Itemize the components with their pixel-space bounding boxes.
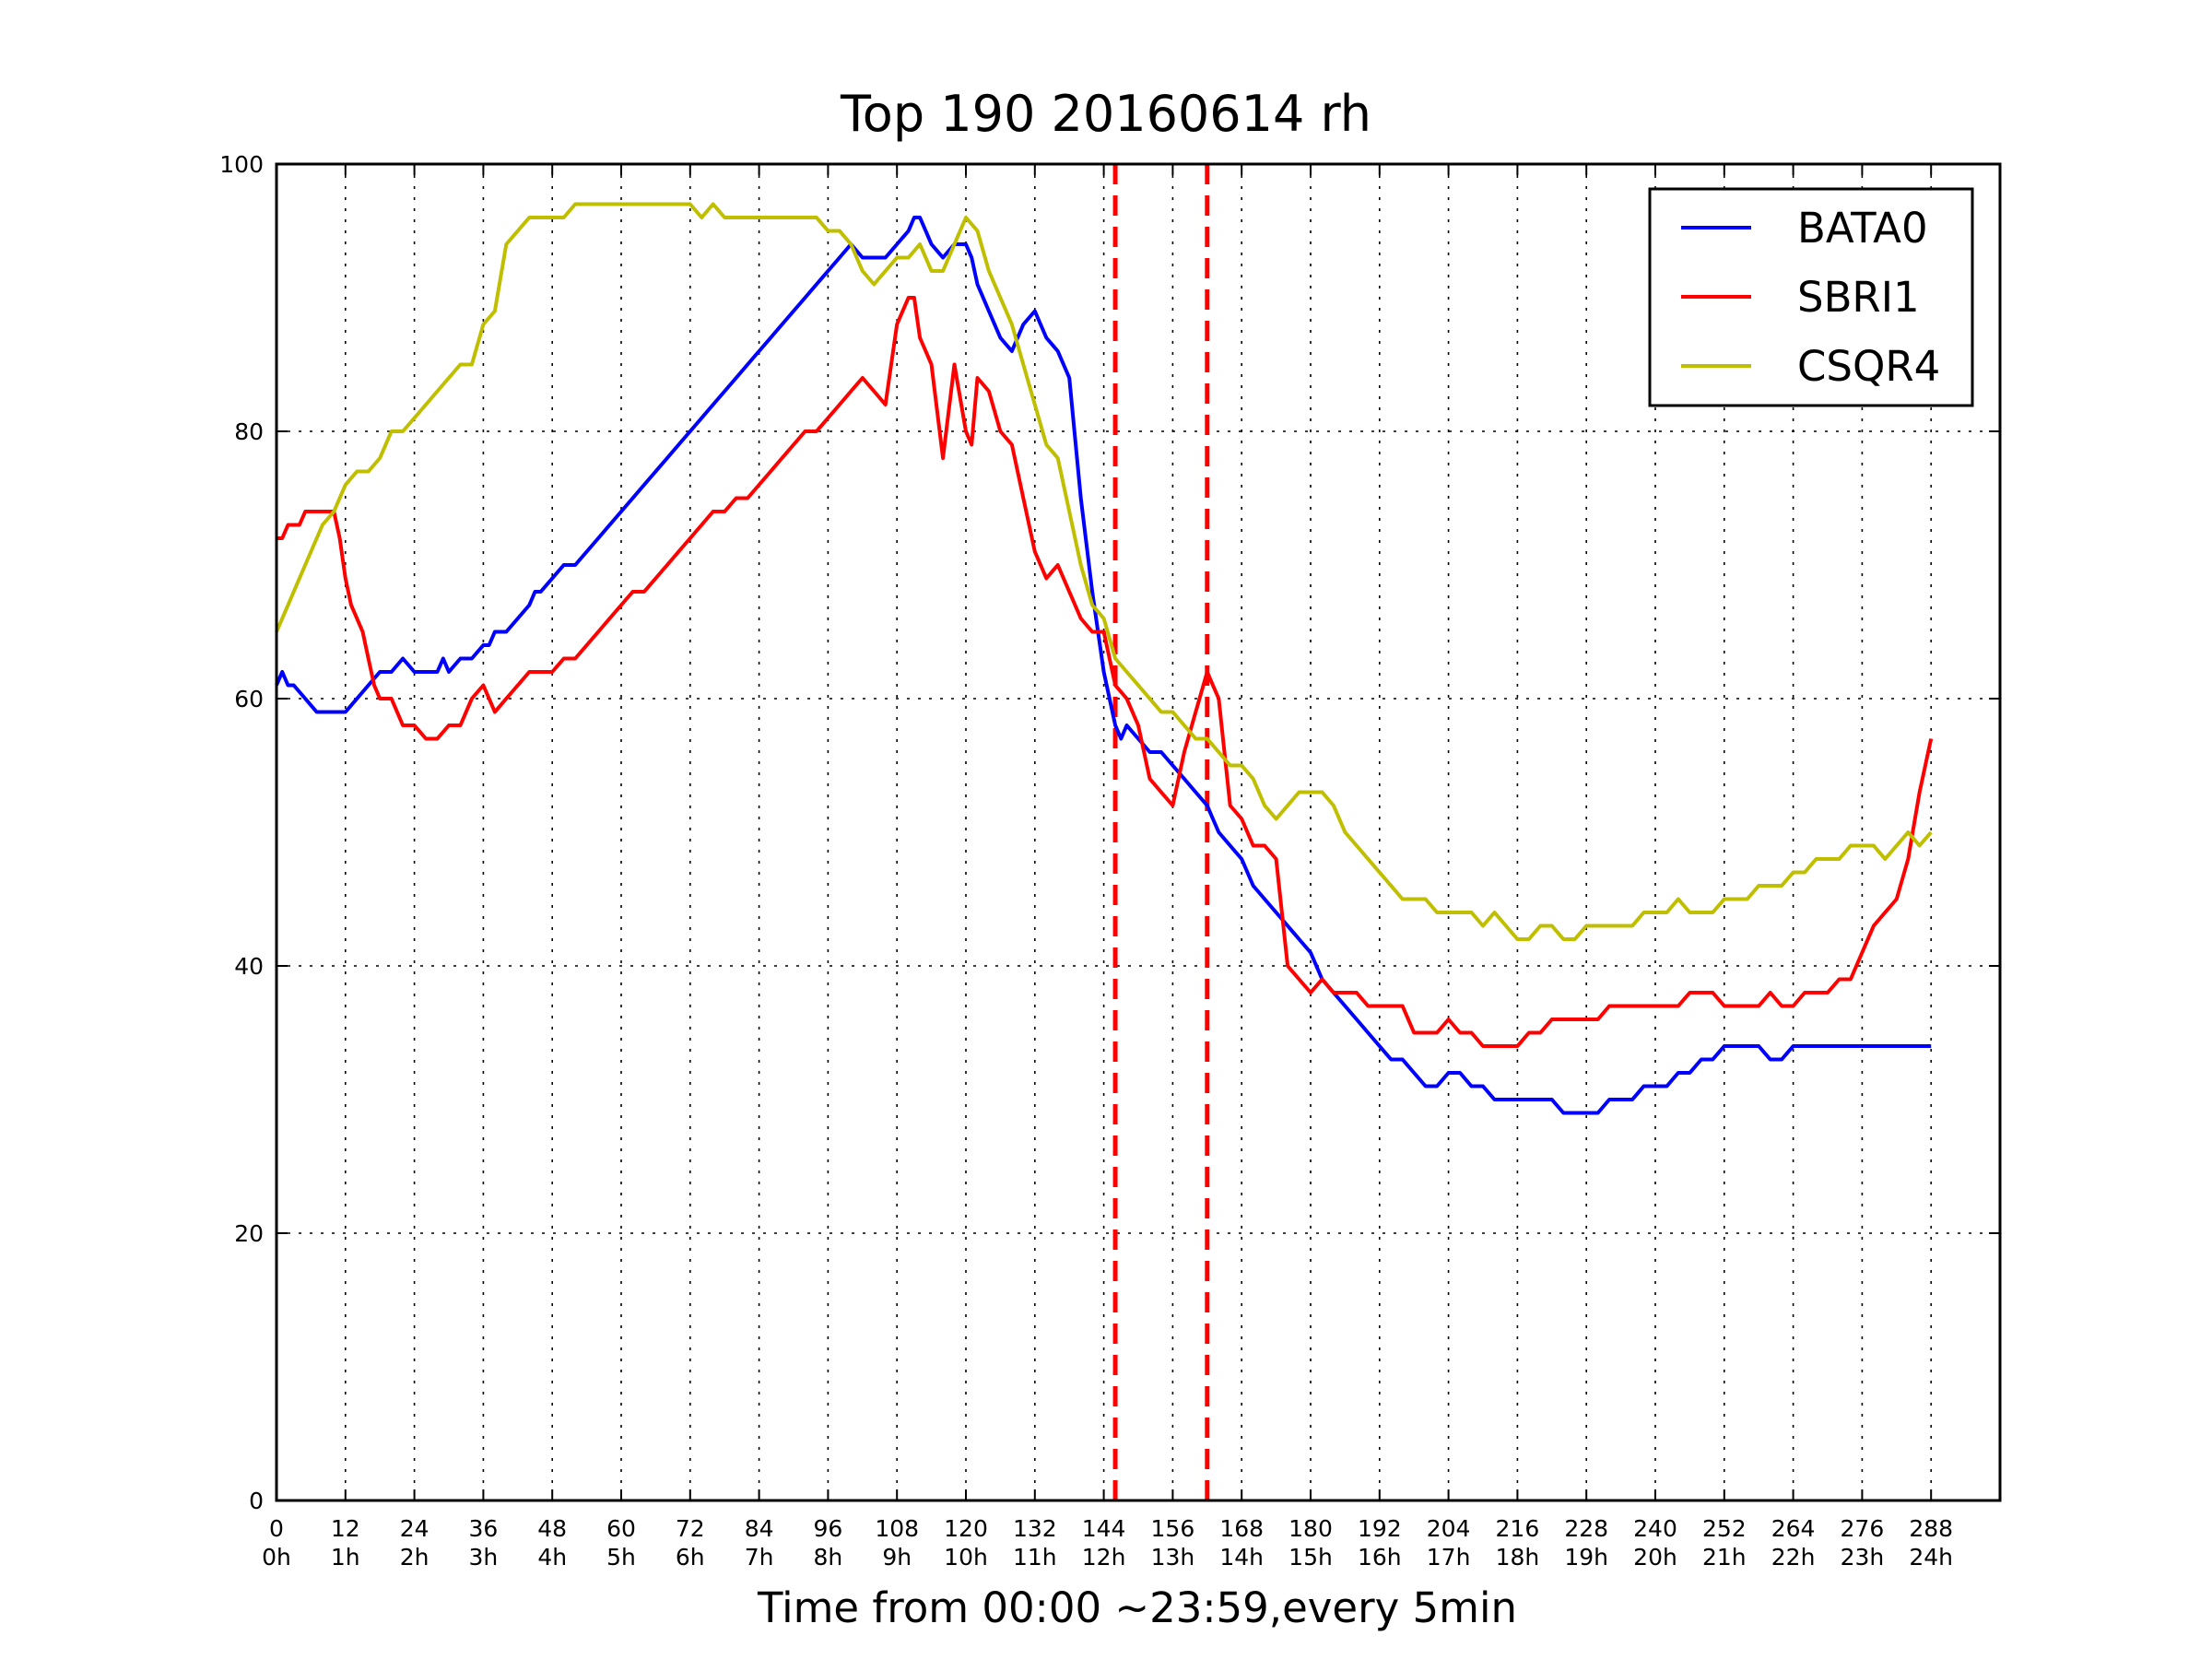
- x-tick-hour-label: 3h: [469, 1544, 499, 1571]
- plot-frame: [275, 162, 2002, 1502]
- x-tick-label: 252: [1702, 1515, 1747, 1542]
- x-tick-label: 108: [875, 1515, 919, 1542]
- x-tick-hour-label: 12h: [1082, 1544, 1126, 1571]
- x-tick-hour-label: 19h: [1564, 1544, 1608, 1571]
- x-tick-label: 12: [331, 1515, 360, 1542]
- x-tick-hour-label: 11h: [1013, 1544, 1057, 1571]
- x-tick-label: 0: [269, 1515, 284, 1542]
- axis-ticks: 00h121h242h363h484h605h726h847h968h1089h…: [219, 151, 2000, 1571]
- vertical-markers: [1112, 164, 1210, 1500]
- series-line-bata0: [275, 216, 1932, 1115]
- x-tick-label: 168: [1219, 1515, 1264, 1542]
- series-line-sbri1: [276, 296, 1934, 1048]
- legend-label: BATA0: [1797, 204, 1928, 253]
- x-tick-label: 264: [1771, 1515, 1816, 1542]
- y-tick-label: 20: [234, 1220, 264, 1247]
- x-tick-label: 48: [537, 1515, 567, 1542]
- y-tick-label: 100: [219, 151, 264, 178]
- x-tick-hour-label: 7h: [745, 1544, 774, 1571]
- x-tick-hour-label: 6h: [676, 1544, 705, 1571]
- x-tick-label: 240: [1633, 1515, 1677, 1542]
- legend-label: CSQR4: [1797, 342, 1940, 391]
- x-tick-hour-label: 24h: [1909, 1544, 1953, 1571]
- y-tick-label: 40: [234, 953, 264, 980]
- x-tick-hour-label: 14h: [1219, 1544, 1264, 1571]
- x-tick-hour-label: 21h: [1702, 1544, 1747, 1571]
- x-tick-hour-label: 9h: [882, 1544, 912, 1571]
- x-tick-label: 144: [1082, 1515, 1126, 1542]
- x-tick-hour-label: 8h: [814, 1544, 843, 1571]
- y-tick-label: 60: [234, 686, 264, 712]
- chart-title: Top 190 20160614 rh: [840, 85, 1371, 143]
- legend-label: SBRI1: [1797, 273, 1920, 322]
- x-tick-label: 180: [1288, 1515, 1333, 1542]
- x-tick-label: 96: [813, 1515, 842, 1542]
- x-tick-label: 156: [1151, 1515, 1195, 1542]
- x-tick-label: 288: [1909, 1515, 1953, 1542]
- x-tick-label: 276: [1841, 1515, 1885, 1542]
- x-tick-hour-label: 20h: [1633, 1544, 1677, 1571]
- x-tick-label: 24: [400, 1515, 429, 1542]
- x-tick-label: 132: [1013, 1515, 1057, 1542]
- x-tick-label: 60: [606, 1515, 636, 1542]
- x-tick-label: 36: [468, 1515, 498, 1542]
- series-lines: [275, 202, 1934, 1115]
- x-tick-hour-label: 1h: [331, 1544, 360, 1571]
- x-tick-hour-label: 22h: [1771, 1544, 1816, 1571]
- x-tick-label: 204: [1427, 1515, 1471, 1542]
- x-tick-hour-label: 5h: [606, 1544, 636, 1571]
- x-tick-label: 120: [944, 1515, 988, 1542]
- x-tick-label: 192: [1358, 1515, 1402, 1542]
- x-tick-label: 228: [1564, 1515, 1608, 1542]
- x-tick-hour-label: 17h: [1427, 1544, 1471, 1571]
- x-tick-hour-label: 23h: [1841, 1544, 1885, 1571]
- grid: [276, 164, 2000, 1500]
- x-tick-hour-label: 13h: [1151, 1544, 1195, 1571]
- x-tick-label: 216: [1496, 1515, 1540, 1542]
- legend: BATA0 SBRI1 CSQR4: [1648, 187, 1974, 407]
- x-tick-hour-label: 0h: [262, 1544, 291, 1571]
- x-tick-label: 84: [745, 1515, 774, 1542]
- series-line-csqr4: [275, 202, 1933, 941]
- x-tick-hour-label: 15h: [1288, 1544, 1333, 1571]
- x-tick-label: 72: [676, 1515, 705, 1542]
- x-tick-hour-label: 18h: [1496, 1544, 1540, 1571]
- x-tick-hour-label: 4h: [537, 1544, 567, 1571]
- x-tick-hour-label: 10h: [944, 1544, 988, 1571]
- y-tick-label: 0: [249, 1488, 264, 1514]
- y-tick-label: 80: [234, 418, 264, 445]
- x-tick-hour-label: 16h: [1358, 1544, 1402, 1571]
- x-tick-hour-label: 2h: [400, 1544, 429, 1571]
- x-axis-label: Time from 00:00 ~23:59,every 5min: [757, 1583, 1517, 1632]
